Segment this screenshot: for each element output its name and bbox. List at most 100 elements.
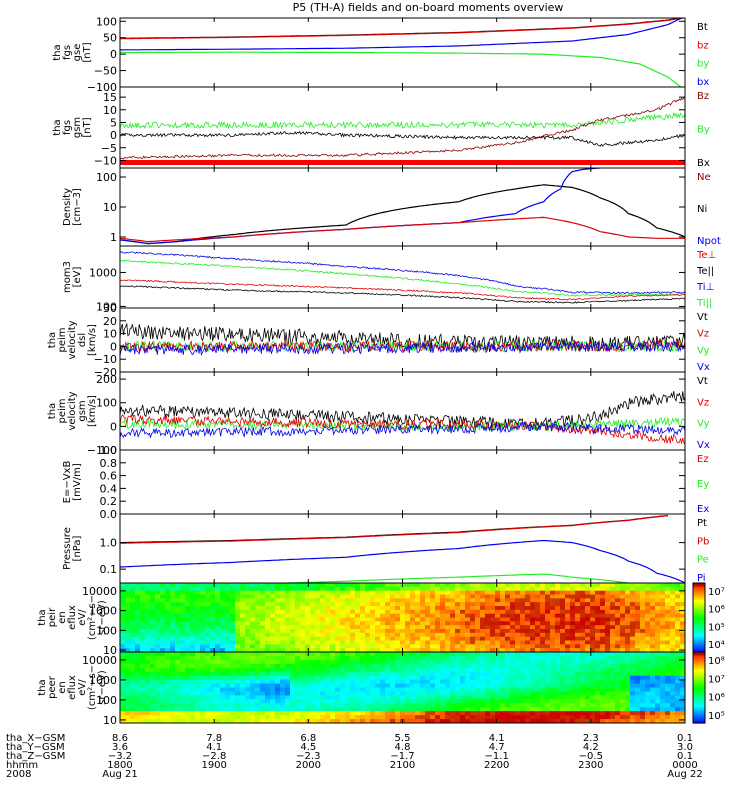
y-tick-label: 10	[103, 328, 117, 341]
y-axis-label: gse	[72, 44, 83, 62]
legend-entry: Ti||	[696, 298, 712, 309]
legend-entry: Vz	[697, 329, 709, 340]
panel-frame	[119, 449, 686, 515]
y-axis-label: mom3	[62, 261, 73, 293]
y-tick-label: −50	[94, 65, 117, 78]
panel-frame	[119, 513, 686, 584]
series-bx-line	[120, 130, 685, 147]
y-axis-label: peir	[47, 607, 58, 627]
y-tick-label: 0.4	[100, 482, 118, 495]
y-axis-label: eflux	[67, 605, 78, 630]
x-row-label: 2008	[6, 769, 31, 780]
legend-entry: Bt	[697, 22, 708, 33]
panel-fgs: Bt bz by bx 100 50 0 −50 −100 tha fgs gse [nT]	[52, 15, 709, 94]
y-tick-label: 10	[103, 201, 117, 214]
legend: Bz By Bx	[697, 91, 710, 169]
legend: Vt Vz Vy Vx	[697, 312, 710, 373]
panel-peim-gsm: Vt Vz Vy Vx 200 100 0 −100 tha peim velocity gsm [km…	[47, 371, 710, 457]
series-vx-line	[120, 340, 685, 357]
y-tick-label: 0.6	[100, 470, 118, 483]
x-tick-label: 4.1	[206, 742, 222, 753]
panel-frame	[119, 371, 686, 451]
y-axis-label: Density	[62, 188, 73, 226]
colorbar-tick-label: 10⁵	[708, 711, 725, 722]
series-ne-line	[120, 216, 685, 243]
legend-entry: Ey	[697, 479, 709, 490]
series-vz-line	[120, 413, 685, 445]
legend: Ne Ni Npot	[697, 172, 721, 247]
x-tick-label: −0.5	[579, 751, 603, 762]
y-axis-label: fgs	[62, 45, 73, 60]
y-tick-label: 1000	[89, 605, 117, 618]
y-axis-label: sr−eV)	[97, 600, 108, 635]
y-tick-label: 0.1	[100, 563, 118, 576]
x-tick-label: Aug 22	[667, 769, 702, 780]
x-row-label: tha_Z−GSM	[6, 751, 65, 762]
spectrogram-peir	[120, 583, 685, 652]
legend-entry: Vx	[697, 362, 710, 373]
y-tick-label: 100	[96, 694, 117, 707]
legend-entry: Vx	[697, 440, 710, 451]
legend-entry: bz	[697, 40, 709, 51]
y-tick-label: 10	[103, 644, 117, 657]
legend-entry: Te||	[696, 266, 714, 277]
legend: Vt Vz Vy Vx	[697, 376, 710, 451]
y-tick-label: −10	[94, 353, 117, 366]
y-tick-label: −5	[101, 142, 117, 155]
y-tick-label: 0	[110, 420, 117, 433]
y-tick-label: 0	[110, 48, 117, 61]
colorbar-peir: 10⁷ 10⁶ 10⁵ 10⁴	[692, 582, 725, 653]
y-tick-label: 100	[96, 397, 117, 410]
x-tick-label: 0.1	[677, 733, 693, 744]
y-tick-label: 1	[110, 231, 117, 244]
legend-entry: Vz	[697, 397, 709, 408]
y-tick-label: 1.0	[100, 537, 118, 550]
x-row-label: tha_X−GSM	[6, 733, 65, 744]
series-vt-line	[120, 391, 685, 431]
panel-efield: Ez Ey Ex 1.00.80.60.40.20.0 E=−VxB [mV/m]	[62, 444, 709, 521]
y-tick-label: 0.2	[100, 495, 118, 508]
y-axis-label: sr−eV)	[97, 670, 108, 705]
series-group	[120, 96, 685, 165]
series-group	[120, 251, 685, 304]
legend-entry: By	[697, 125, 710, 136]
colorbar-tick-label: 10⁶	[708, 693, 725, 704]
y-tick-label: 0.0	[100, 508, 118, 521]
y-tick-label: 100	[96, 15, 117, 28]
legend-entry: Pe	[697, 555, 709, 566]
panel-peer: 10⁸ 10⁷ 10⁶ 10⁵ 10000 1000 100 10 tha peer en eflux…	[37, 651, 725, 727]
y-tick-label: 100	[96, 624, 117, 637]
legend-entry: Pi	[697, 573, 706, 584]
panel-frame	[119, 167, 686, 247]
legend-entry: Ez	[697, 454, 709, 465]
x-tick-label: 0000	[672, 760, 697, 771]
y-axis-label: [km/s]	[87, 395, 98, 427]
x-row-label: tha_Y−GSM	[6, 742, 65, 753]
y-axis-label: [eV]	[72, 267, 83, 288]
legend-entry: Bx	[697, 158, 710, 169]
legend: Bt bz by bx	[697, 22, 709, 88]
y-axis-label: (cm²−s−	[87, 595, 98, 640]
y-axis-label: eflux	[67, 675, 78, 700]
series-bz-line	[120, 96, 685, 160]
legend-entry: Te⊥	[696, 250, 716, 261]
y-tick-label: 1000	[89, 267, 117, 280]
y-axis-label: tha	[37, 609, 48, 625]
series-vy-line	[120, 417, 685, 433]
series-ti-line	[120, 251, 685, 295]
y-axis-label: en	[57, 681, 68, 694]
panel-density: Ne Ni Npot 100 10 1 Density [cm−3]	[62, 167, 721, 247]
series-pi-line	[120, 539, 685, 583]
series-vx-line	[120, 421, 685, 439]
legend-entry: Npot	[697, 236, 721, 247]
y-tick-label: 5	[110, 116, 117, 129]
y-tick-label: 20	[103, 315, 117, 328]
series-pb-line	[120, 515, 669, 544]
legend-entry: Vt	[697, 376, 708, 387]
y-axis-label: [mV/m]	[72, 463, 83, 501]
y-axis-label: [km/s]	[87, 324, 98, 356]
x-tick-label: 6.8	[300, 733, 316, 744]
series-vt-line	[120, 322, 685, 352]
legend-entry: Vy	[697, 345, 710, 356]
